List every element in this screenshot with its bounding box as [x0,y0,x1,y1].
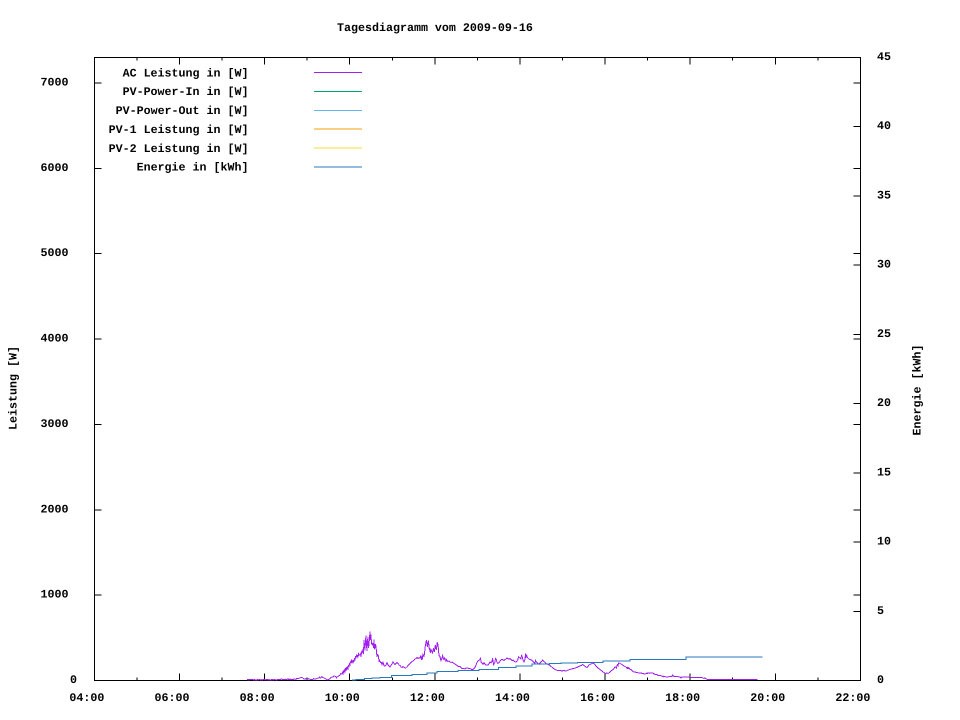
svg-text:0: 0 [877,673,884,687]
svg-text:16:00: 16:00 [580,691,615,705]
svg-text:5000: 5000 [41,246,69,260]
svg-text:Energie in [kWh]: Energie in [kWh] [137,161,249,175]
svg-text:Leistung [W]: Leistung [W] [7,346,21,430]
svg-text:30: 30 [877,258,891,272]
svg-text:06:00: 06:00 [155,691,190,705]
svg-text:1000: 1000 [41,588,69,602]
svg-text:5: 5 [877,604,884,618]
svg-text:14:00: 14:00 [495,691,530,705]
svg-text:35: 35 [877,188,891,202]
svg-text:PV-2 Leistung in [W]: PV-2 Leistung in [W] [109,142,249,156]
svg-text:25: 25 [877,327,891,341]
svg-text:15: 15 [877,465,891,479]
svg-text:7000: 7000 [41,76,69,90]
svg-text:10: 10 [877,535,891,549]
svg-text:2000: 2000 [41,502,69,516]
svg-text:40: 40 [877,119,891,133]
svg-text:12:00: 12:00 [410,691,445,705]
svg-text:18:00: 18:00 [665,691,700,705]
svg-text:20:00: 20:00 [750,691,785,705]
svg-text:Energie [kWh]: Energie [kWh] [911,345,925,436]
svg-text:Tagesdiagramm vom 2009-09-16: Tagesdiagramm vom 2009-09-16 [337,21,533,35]
svg-text:AC Leistung in [W]: AC Leistung in [W] [123,66,249,80]
svg-text:PV-Power-In in [W]: PV-Power-In in [W] [123,85,249,99]
svg-text:0: 0 [70,673,77,687]
svg-text:4000: 4000 [41,332,69,346]
svg-text:10:00: 10:00 [325,691,360,705]
svg-text:6000: 6000 [41,161,69,175]
svg-text:04:00: 04:00 [69,691,104,705]
svg-text:45: 45 [877,50,891,64]
svg-text:22:00: 22:00 [835,691,870,705]
svg-text:3000: 3000 [41,417,69,431]
svg-text:08:00: 08:00 [240,691,275,705]
svg-text:PV-1 Leistung in [W]: PV-1 Leistung in [W] [109,123,249,137]
svg-text:PV-Power-Out in [W]: PV-Power-Out in [W] [116,104,249,118]
svg-text:20: 20 [877,396,891,410]
